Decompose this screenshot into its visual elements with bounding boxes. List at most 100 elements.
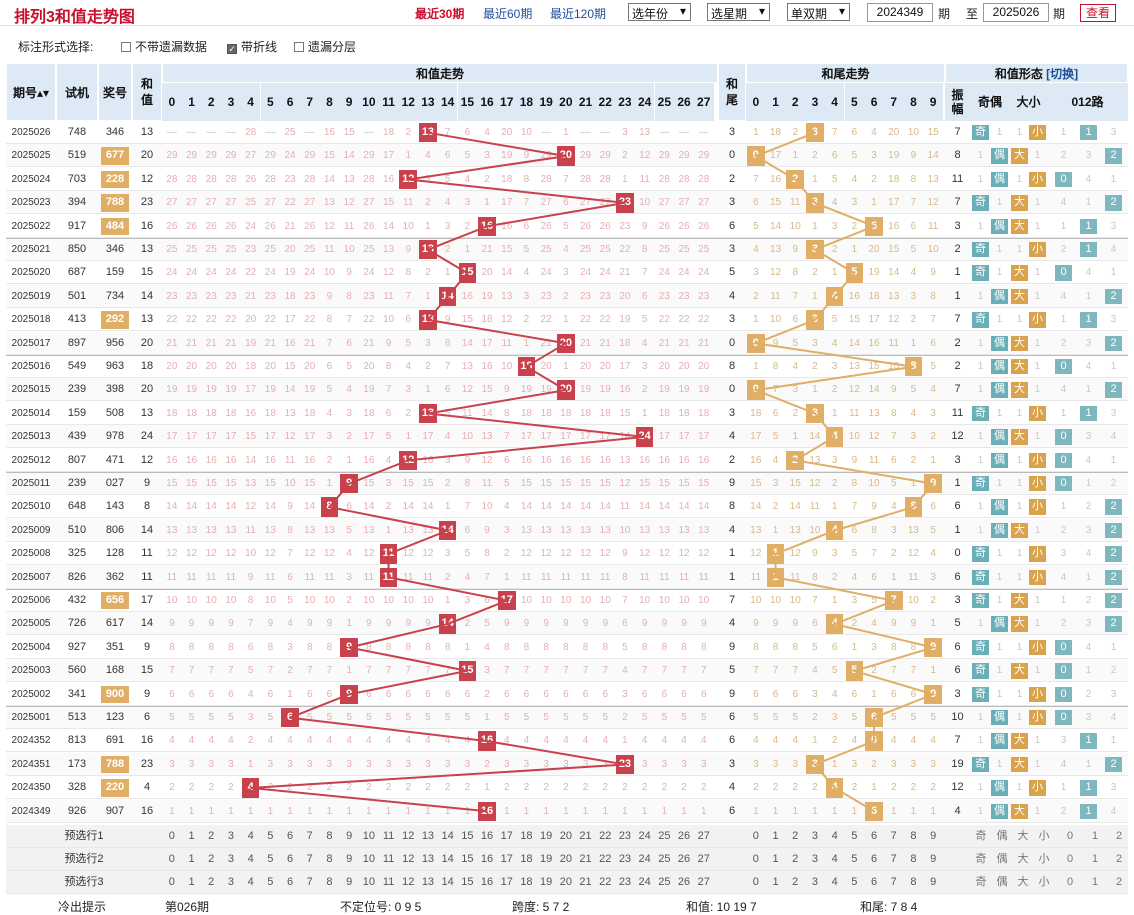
preselect-sum-cell[interactable]: 21 bbox=[579, 853, 592, 865]
preselect-tail-cell[interactable]: 6 bbox=[870, 830, 878, 842]
preselect-tail-cell[interactable]: 4 bbox=[831, 876, 838, 888]
preselect-tail-cell[interactable]: 3 bbox=[811, 853, 818, 865]
preselect-tail-cell[interactable]: 4 bbox=[831, 830, 838, 842]
preselect-tail-cell[interactable]: 9 bbox=[930, 830, 937, 842]
preselect-sum-cell[interactable]: 22 bbox=[599, 830, 612, 842]
preselect-sum-cell[interactable]: 11 bbox=[382, 876, 395, 888]
preselect-tag[interactable]: 1 bbox=[1091, 853, 1099, 865]
preselect-sum-cell[interactable]: 5 bbox=[267, 853, 274, 865]
preselect-sum-cell[interactable]: 8 bbox=[326, 830, 333, 842]
preselect-sum-cell[interactable]: 17 bbox=[500, 830, 513, 842]
preselect-sum-cell[interactable]: 2 bbox=[208, 853, 215, 865]
preselect-sum-cell[interactable]: 5 bbox=[267, 830, 274, 842]
preselect-tail-cell[interactable]: 7 bbox=[890, 830, 897, 842]
preselect-sum-cell[interactable]: 23 bbox=[618, 876, 632, 888]
preselect-sum-cell[interactable]: 4 bbox=[247, 830, 254, 842]
preselect-sum-cell[interactable]: 27 bbox=[697, 853, 710, 865]
sort-period-header[interactable]: 期号▴▾ bbox=[6, 63, 56, 121]
preselect-sum-cell[interactable]: 1 bbox=[188, 876, 195, 888]
preselect-tail-cell[interactable]: 3 bbox=[811, 876, 818, 888]
preselect-sum-cell[interactable]: 3 bbox=[227, 853, 234, 865]
preselect-sum-cell[interactable]: 13 bbox=[421, 830, 435, 842]
preselect-sum-cell[interactable]: 19 bbox=[540, 853, 553, 865]
preselect-sum-cell[interactable]: 1 bbox=[188, 830, 195, 842]
preselect-sum-cell[interactable]: 8 bbox=[326, 876, 333, 888]
preselect-sum-cell[interactable]: 3 bbox=[227, 876, 234, 888]
preselect-tail-cell[interactable]: 9 bbox=[930, 853, 937, 865]
preselect-sum-cell[interactable]: 24 bbox=[638, 853, 651, 865]
no-miss-checkbox[interactable]: 不带遗漏数据 bbox=[121, 38, 207, 55]
preselect-sum-cell[interactable]: 0 bbox=[168, 876, 175, 888]
preselect-tag[interactable]: 2 bbox=[1115, 853, 1123, 865]
preselect-tag[interactable]: 奇 bbox=[975, 853, 987, 865]
period-30-link[interactable]: 最近30期 bbox=[415, 7, 465, 21]
preselect-sum-cell[interactable]: 9 bbox=[346, 876, 353, 888]
preselect-sum-cell[interactable]: 6 bbox=[286, 853, 294, 865]
preselect-sum-cell[interactable]: 22 bbox=[599, 853, 612, 865]
preselect-sum-cell[interactable]: 12 bbox=[402, 830, 415, 842]
preselect-tail-cell[interactable]: 5 bbox=[851, 830, 858, 842]
preselect-tail-cell[interactable]: 8 bbox=[910, 830, 917, 842]
preselect-tail-cell[interactable]: 1 bbox=[772, 876, 779, 888]
preselect-sum-cell[interactable]: 15 bbox=[461, 853, 474, 865]
preselect-tag[interactable]: 大 bbox=[1017, 876, 1029, 888]
preselect-sum-cell[interactable]: 18 bbox=[520, 853, 533, 865]
preselect-tail-cell[interactable]: 0 bbox=[752, 830, 759, 842]
preselect-tail-cell[interactable]: 3 bbox=[811, 830, 818, 842]
preselect-tag[interactable]: 大 bbox=[1017, 853, 1029, 865]
view-button[interactable]: 查看 bbox=[1080, 4, 1116, 22]
preselect-sum-cell[interactable]: 16 bbox=[480, 853, 494, 865]
preselect-sum-cell[interactable]: 20 bbox=[559, 853, 572, 865]
preselect-sum-cell[interactable]: 16 bbox=[480, 876, 494, 888]
preselect-sum-cell[interactable]: 16 bbox=[480, 830, 494, 842]
preselect-sum-cell[interactable]: 12 bbox=[402, 876, 415, 888]
preselect-tag[interactable]: 1 bbox=[1091, 876, 1099, 888]
preselect-sum-cell[interactable]: 4 bbox=[247, 853, 254, 865]
preselect-sum-cell[interactable]: 23 bbox=[618, 853, 632, 865]
preselect-sum-cell[interactable]: 26 bbox=[677, 876, 691, 888]
preselect-tail-cell[interactable]: 5 bbox=[851, 876, 858, 888]
preselect-sum-cell[interactable]: 26 bbox=[677, 830, 691, 842]
preselect-sum-cell[interactable]: 6 bbox=[286, 876, 294, 888]
preselect-sum-cell[interactable]: 5 bbox=[267, 876, 274, 888]
preselect-tail-cell[interactable]: 2 bbox=[792, 853, 799, 865]
preselect-tag[interactable]: 2 bbox=[1115, 830, 1123, 842]
preselect-sum-cell[interactable]: 2 bbox=[208, 830, 215, 842]
switch-link[interactable]: [切换] bbox=[1046, 67, 1079, 81]
preselect-sum-cell[interactable]: 8 bbox=[326, 853, 333, 865]
preselect-tag[interactable]: 小 bbox=[1038, 853, 1050, 865]
preselect-sum-cell[interactable]: 27 bbox=[697, 876, 710, 888]
preselect-tail-cell[interactable]: 9 bbox=[930, 876, 937, 888]
preselect-sum-cell[interactable]: 17 bbox=[500, 853, 513, 865]
preselect-sum-cell[interactable]: 11 bbox=[382, 853, 395, 865]
preselect-sum-cell[interactable]: 7 bbox=[306, 830, 313, 842]
preselect-sum-cell[interactable]: 14 bbox=[441, 830, 454, 842]
preselect-sum-cell[interactable]: 17 bbox=[500, 876, 513, 888]
preselect-sum-cell[interactable]: 0 bbox=[168, 853, 175, 865]
preselect-sum-cell[interactable]: 24 bbox=[638, 830, 651, 842]
preselect-sum-cell[interactable]: 0 bbox=[168, 830, 175, 842]
preselect-tag[interactable]: 1 bbox=[1091, 830, 1099, 842]
preselect-tail-cell[interactable]: 4 bbox=[831, 853, 838, 865]
preselect-sum-cell[interactable]: 6 bbox=[286, 830, 294, 842]
preselect-sum-cell[interactable]: 20 bbox=[559, 876, 572, 888]
preselect-sum-cell[interactable]: 14 bbox=[441, 853, 454, 865]
preselect-tail-cell[interactable]: 1 bbox=[772, 830, 779, 842]
preselect-sum-cell[interactable]: 27 bbox=[697, 830, 710, 842]
preselect-tail-cell[interactable]: 0 bbox=[752, 876, 759, 888]
preselect-sum-cell[interactable]: 12 bbox=[402, 853, 415, 865]
parity-select[interactable]: 单双期 ▾ bbox=[787, 3, 850, 21]
preselect-tail-cell[interactable]: 1 bbox=[772, 853, 779, 865]
preselect-tail-cell[interactable]: 2 bbox=[792, 830, 799, 842]
preselect-sum-cell[interactable]: 13 bbox=[421, 876, 435, 888]
preselect-sum-cell[interactable]: 19 bbox=[540, 830, 553, 842]
preselect-sum-cell[interactable]: 19 bbox=[540, 876, 553, 888]
preselect-sum-cell[interactable]: 7 bbox=[306, 853, 313, 865]
preselect-tail-cell[interactable]: 6 bbox=[870, 853, 878, 865]
preselect-sum-cell[interactable]: 22 bbox=[599, 876, 612, 888]
preselect-sum-cell[interactable]: 18 bbox=[520, 830, 533, 842]
preselect-sum-cell[interactable]: 23 bbox=[618, 830, 632, 842]
preselect-sum-cell[interactable]: 15 bbox=[461, 876, 474, 888]
preselect-tag[interactable]: 偶 bbox=[996, 830, 1008, 842]
period-60-link[interactable]: 最近60期 bbox=[483, 7, 533, 21]
